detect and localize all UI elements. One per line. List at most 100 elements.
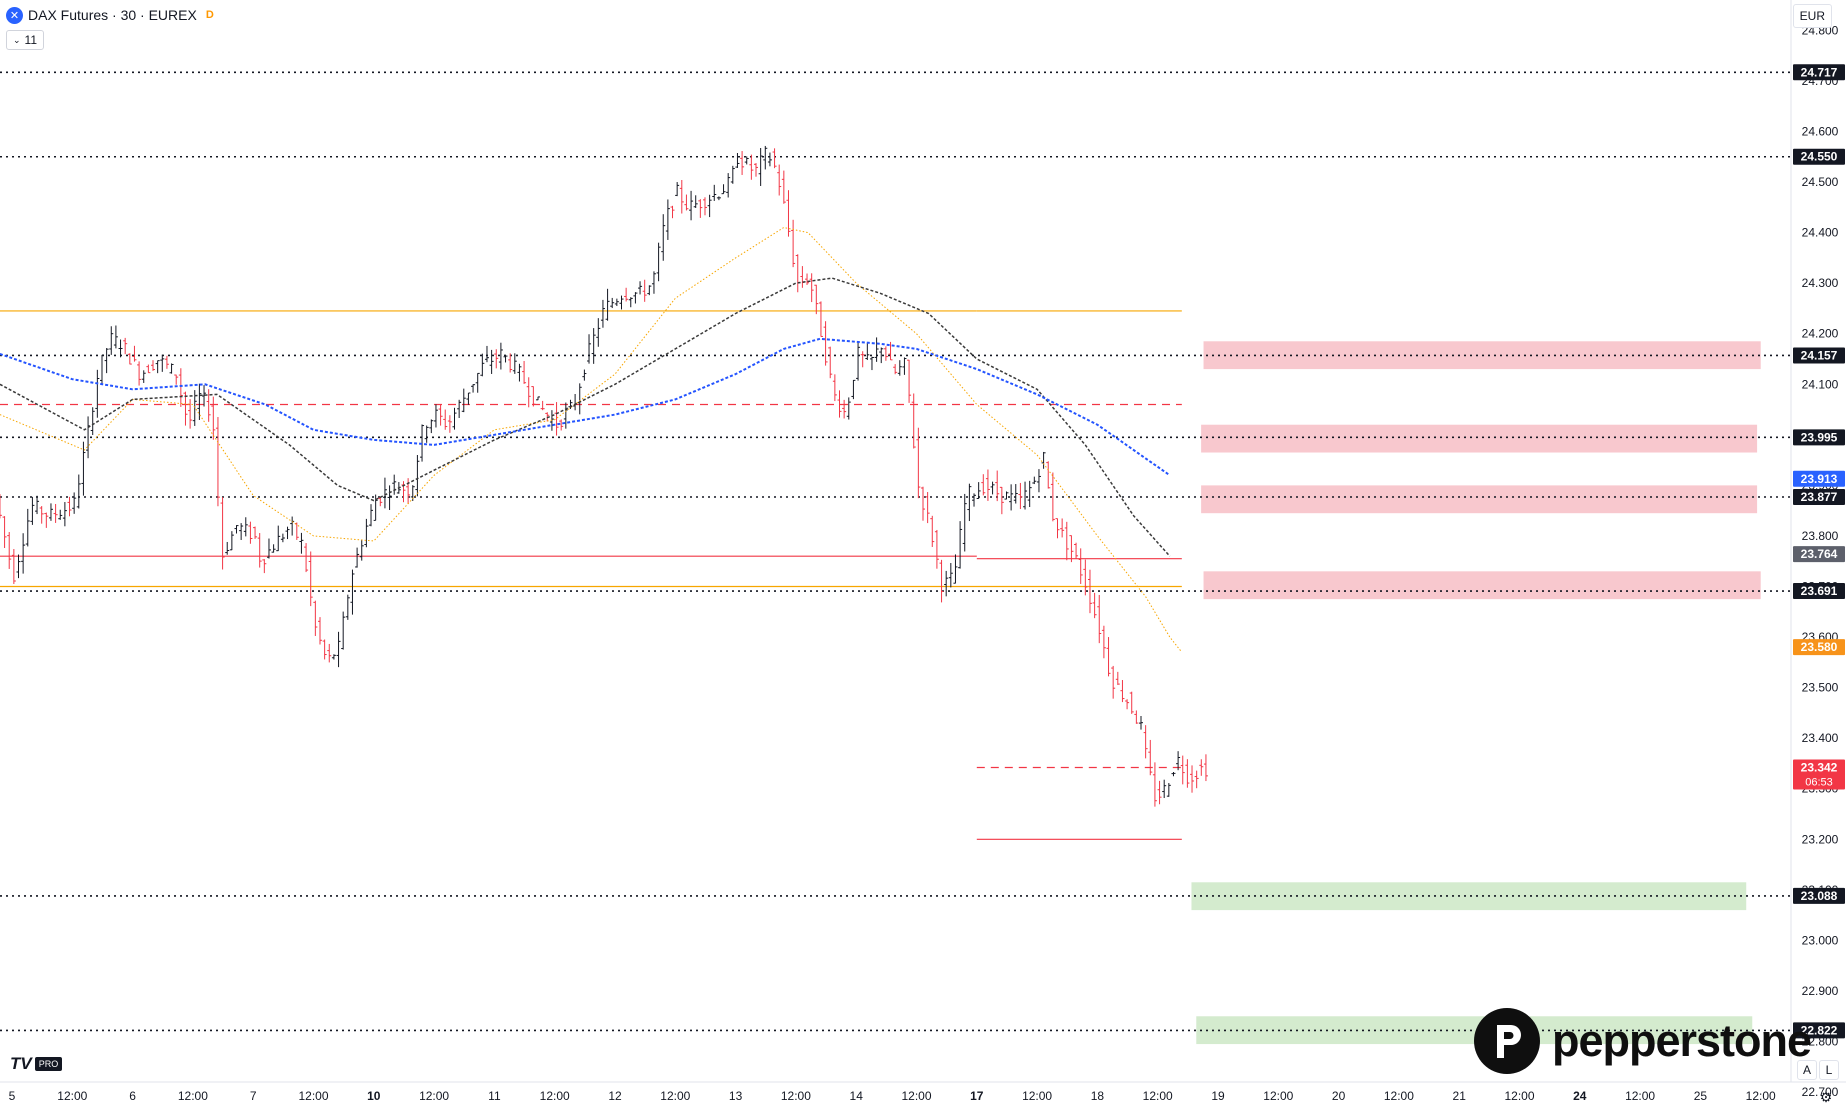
candle-236 <box>1092 592 1097 619</box>
candle-36 <box>164 355 169 369</box>
candle-194 <box>897 360 902 376</box>
pepperstone-p-icon <box>1474 1008 1540 1074</box>
price-label-6: 23.764 <box>1793 546 1845 563</box>
candle-228 <box>1055 518 1060 539</box>
chart-header: ✕ DAX Futures · 30 · EUREX D <box>6 4 214 26</box>
candle-53 <box>243 517 248 537</box>
x-axis: 5 12:00 6 12:00 7 12:00 10 12:00 11 12:00 12 12:00 1… <box>9 1089 1776 1103</box>
x-tick-label-14: 14 <box>850 1089 864 1103</box>
candle-191 <box>883 346 888 361</box>
candle-216 <box>999 486 1004 515</box>
candle-83 <box>382 477 387 509</box>
candle-212 <box>981 474 986 496</box>
candle-67 <box>308 551 313 607</box>
candle-232 <box>1074 542 1079 559</box>
candle-105 <box>484 345 489 363</box>
x-icon[interactable]: ✕ <box>6 6 23 24</box>
candle-200 <box>925 492 930 524</box>
candle-174 <box>805 273 810 285</box>
candle-134 <box>619 295 624 310</box>
price-label-text: 23.995 <box>1801 430 1838 444</box>
candle-77 <box>355 547 360 568</box>
candle-176 <box>814 284 819 315</box>
chart-title[interactable]: DAX Futures · 30 · EUREX <box>28 7 197 23</box>
candle-251 <box>1162 779 1167 799</box>
price-label-text: 24.717 <box>1801 65 1838 79</box>
candle-185 <box>856 341 861 381</box>
candle-2 <box>7 532 12 569</box>
candle-114 <box>526 377 531 408</box>
y-tick-label-4: 24.400 <box>1802 226 1839 240</box>
candle-250 <box>1157 780 1162 805</box>
candle-103 <box>475 372 480 393</box>
candle-37 <box>169 363 174 374</box>
y-tick-label-10: 23.800 <box>1802 529 1839 543</box>
candle-1 <box>2 516 7 548</box>
x-tick-label-8: 11 <box>488 1089 501 1103</box>
candle-220 <box>1018 482 1023 510</box>
candle-60 <box>276 525 281 552</box>
y-tick-label-5: 24.300 <box>1802 276 1839 290</box>
candle-186 <box>860 351 865 368</box>
candle-211 <box>976 482 981 499</box>
candle-206 <box>953 554 958 584</box>
candle-227 <box>1050 472 1055 522</box>
candle-184 <box>851 379 856 400</box>
candle-260 <box>1203 754 1208 782</box>
candle-150 <box>693 195 698 208</box>
candle-182 <box>842 399 847 419</box>
pro-badge: PRO <box>34 1057 63 1071</box>
candle-140 <box>647 285 652 296</box>
x-tick-label-13: 12:00 <box>781 1089 811 1103</box>
candle-181 <box>837 390 842 418</box>
candle-73 <box>336 631 341 668</box>
auto-scale-button[interactable]: A <box>1797 1060 1817 1080</box>
price-label-bg <box>1793 583 1845 600</box>
candle-44 <box>202 385 207 407</box>
price-label-bg <box>1793 148 1845 165</box>
candle-17 <box>76 474 81 509</box>
candle-183 <box>846 397 851 420</box>
auto-scale-label: A <box>1802 1063 1811 1077</box>
candle-102 <box>471 384 476 393</box>
candle-224 <box>1036 469 1041 493</box>
indicators-toggle-button[interactable]: ⌄ 11 <box>6 30 45 50</box>
tradingview-logo[interactable]: TV PRO <box>10 1054 63 1074</box>
candle-113 <box>522 360 527 384</box>
candle-48 <box>220 497 225 570</box>
candle-116 <box>536 396 541 401</box>
candle-188 <box>869 356 874 371</box>
candle-106 <box>489 349 494 374</box>
candle-30 <box>137 361 142 386</box>
candle-135 <box>624 287 629 302</box>
candle-76 <box>350 569 355 615</box>
candle-138 <box>638 281 643 295</box>
countdown-text: 06:53 <box>1805 777 1833 789</box>
x-tick-label-23: 12:00 <box>1384 1089 1414 1103</box>
candle-70 <box>322 639 327 660</box>
moving-averages-layer <box>0 226 1183 653</box>
candle-96 <box>443 409 448 430</box>
y-tick-label-19: 22.900 <box>1802 984 1839 998</box>
candle-15 <box>67 496 72 517</box>
candle-151 <box>698 199 703 218</box>
candle-41 <box>188 399 193 429</box>
candle-208 <box>962 493 967 552</box>
settings-gear-icon[interactable]: ⚙ <box>1819 1088 1833 1105</box>
candle-238 <box>1101 625 1106 659</box>
candle-193 <box>893 364 898 375</box>
candle-21 <box>95 369 100 418</box>
currency-selector[interactable]: EUR <box>1792 4 1832 28</box>
log-scale-button[interactable]: L <box>1819 1060 1839 1080</box>
price-label-bg <box>1793 1022 1845 1039</box>
candle-74 <box>341 611 346 650</box>
candle-50 <box>229 531 234 551</box>
log-scale-label: L <box>1825 1063 1833 1077</box>
candle-20 <box>90 407 95 436</box>
y-tick-label-18: 23.000 <box>1802 933 1839 947</box>
candle-45 <box>206 389 211 422</box>
candle-16 <box>72 492 77 514</box>
pepperstone-logo: pepperstone <box>1474 1008 1812 1074</box>
candle-218 <box>1009 484 1014 511</box>
